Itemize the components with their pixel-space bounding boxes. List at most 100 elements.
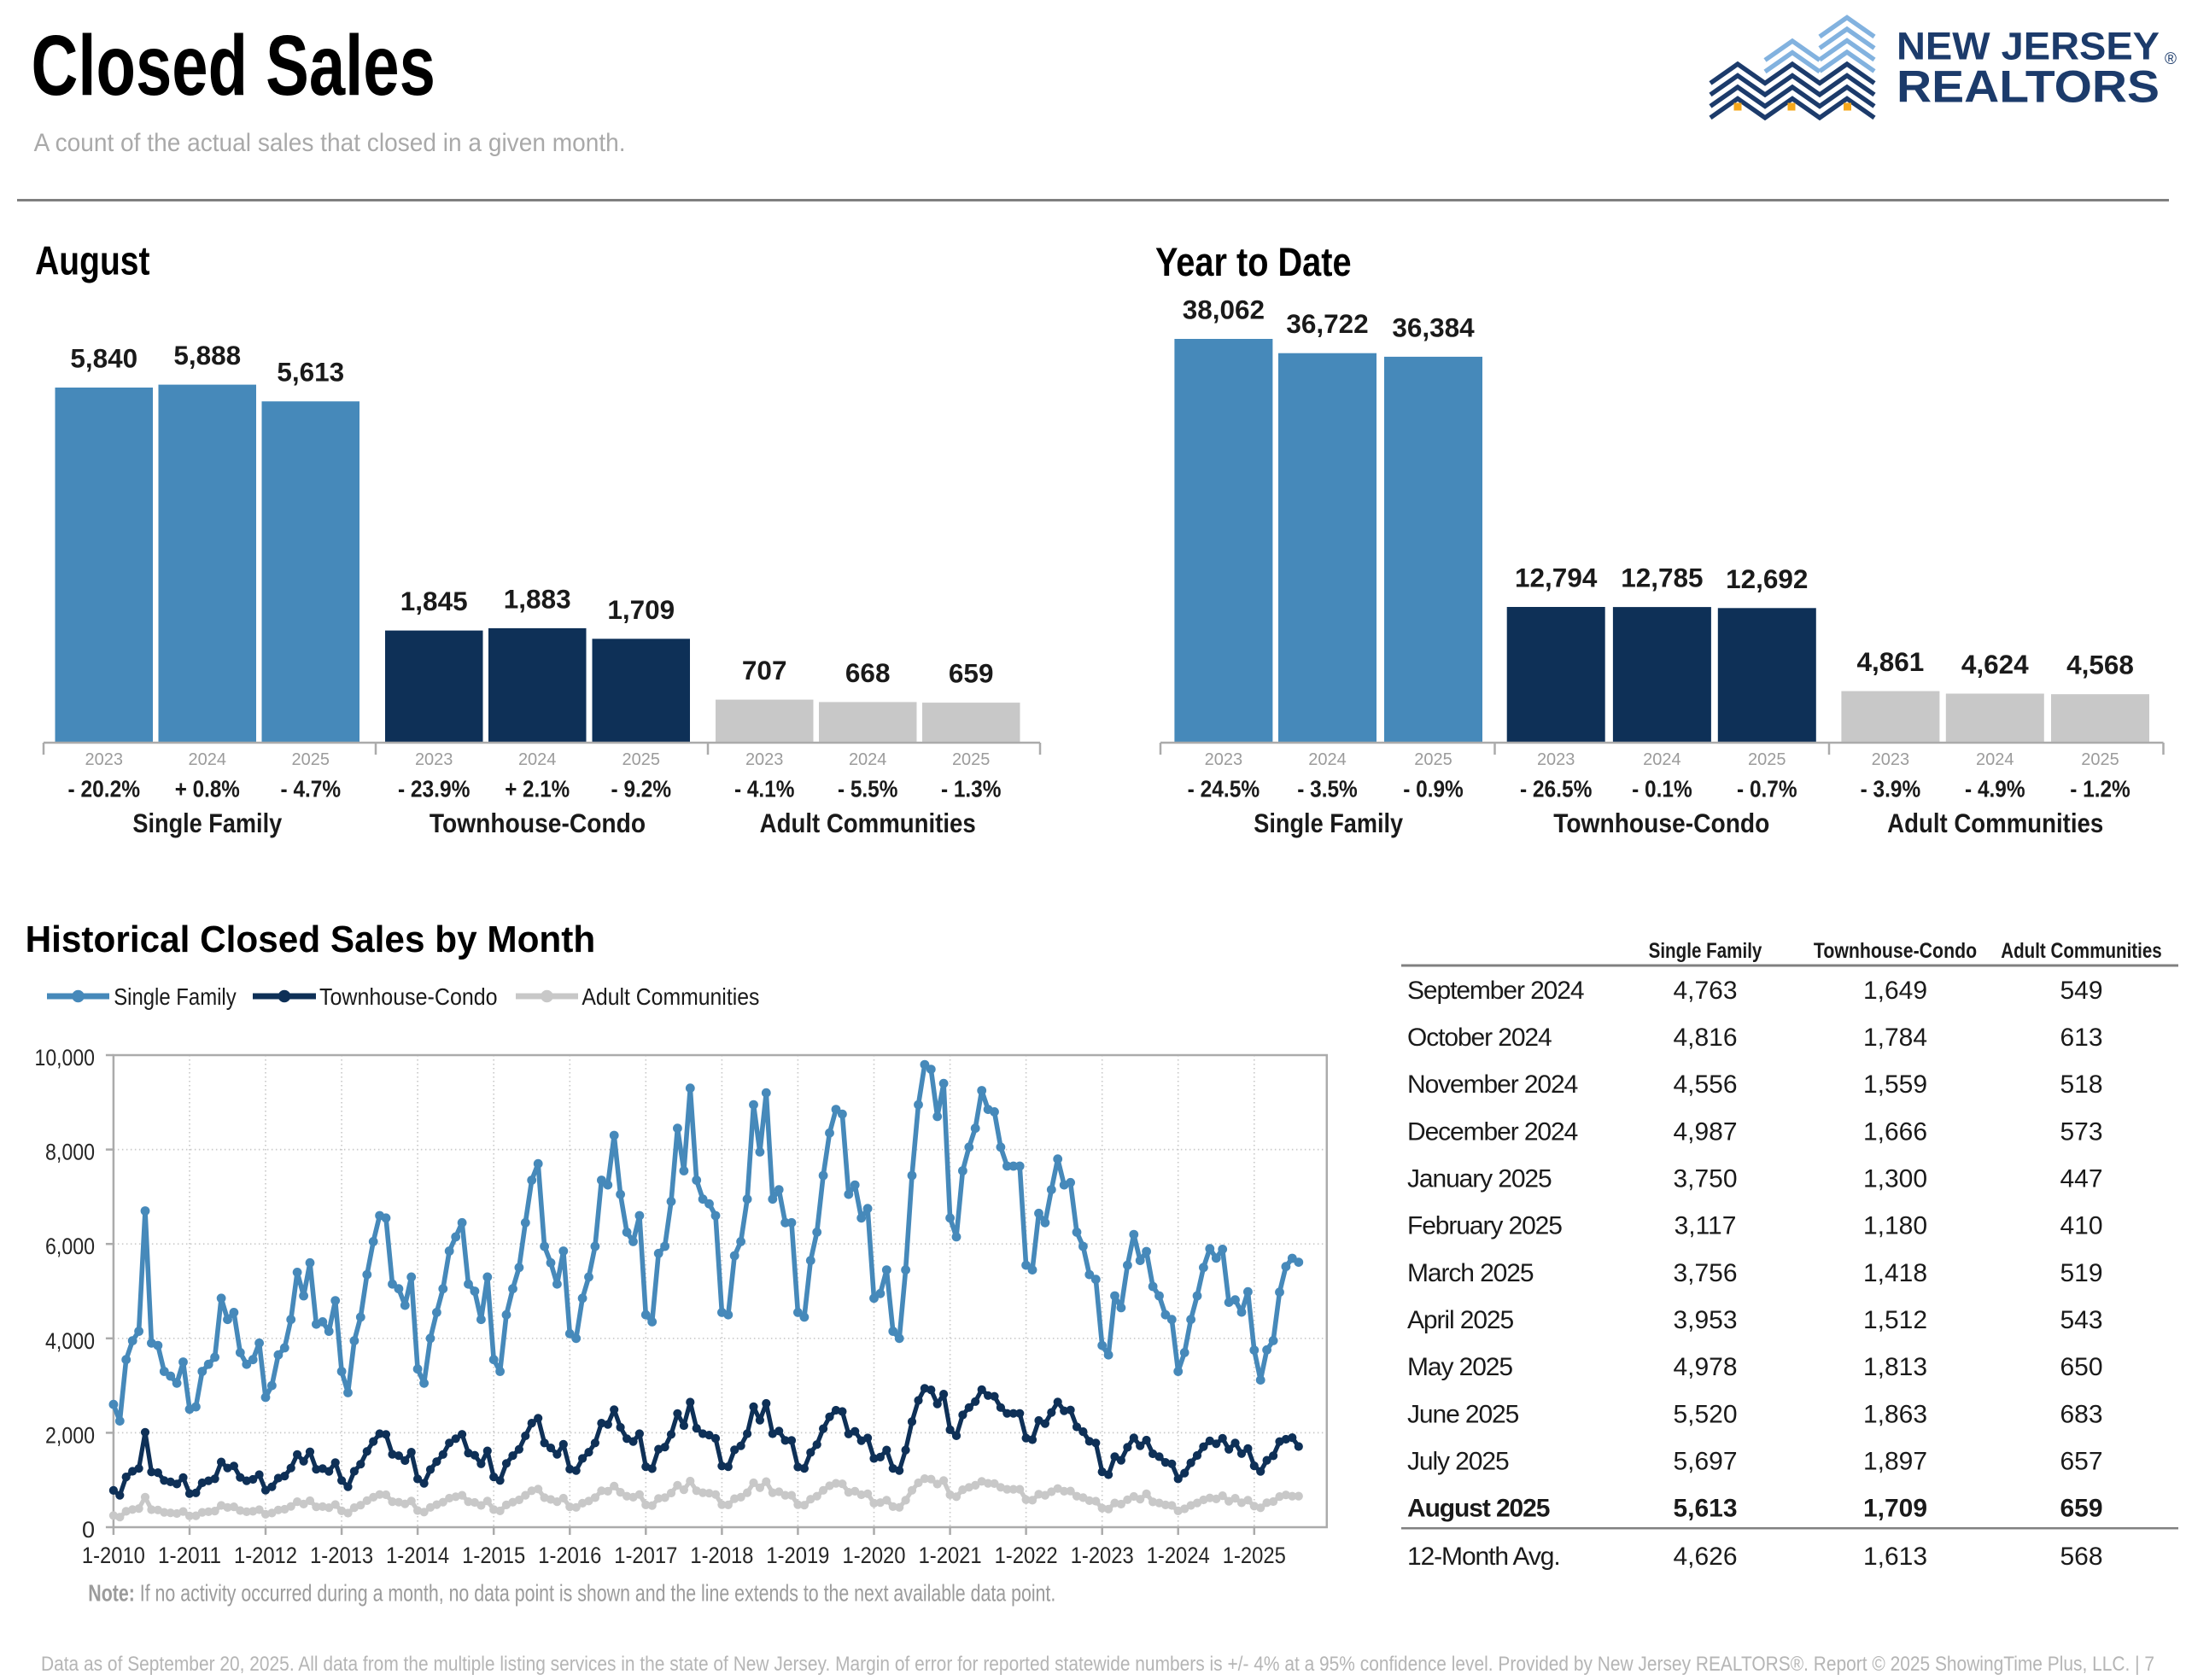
svg-text:1-2014: 1-2014 [386,1543,449,1568]
svg-text:1,649: 1,649 [1863,977,1927,1005]
svg-text:5,520: 5,520 [1673,1400,1737,1428]
svg-text:2024: 2024 [849,750,887,769]
svg-text:36,722: 36,722 [1286,308,1368,339]
svg-text:1-2010: 1-2010 [82,1543,145,1568]
svg-text:Closed Sales: Closed Sales [32,18,435,114]
svg-text:- 24.5%: - 24.5% [1188,776,1260,802]
svg-text:+ 0.8%: + 0.8% [175,776,240,802]
svg-text:2023: 2023 [1537,750,1575,769]
svg-text:July 2025: July 2025 [1407,1448,1509,1476]
svg-text:2025: 2025 [1414,750,1452,769]
svg-text:2023: 2023 [1872,750,1910,769]
svg-text:2025: 2025 [292,750,330,769]
svg-text:- 0.7%: - 0.7% [1737,776,1797,802]
svg-text:- 0.9%: - 0.9% [1403,776,1464,802]
svg-text:2025: 2025 [2081,750,2119,769]
svg-text:1,666: 1,666 [1863,1117,1927,1146]
svg-text:Note: If no activity occurred: Note: If no activity occurred during a m… [88,1580,1055,1607]
svg-text:2025: 2025 [952,750,991,769]
svg-text:2025: 2025 [1748,750,1786,769]
svg-text:4,556: 4,556 [1673,1070,1737,1099]
svg-text:August 2025: August 2025 [1407,1495,1550,1523]
svg-text:REALTORS: REALTORS [1897,61,2160,112]
svg-text:Historical Closed Sales by Mon: Historical Closed Sales by Month [26,919,596,960]
svg-text:2023: 2023 [415,750,453,769]
svg-text:A count of the actual sales th: A count of the actual sales that closed … [34,129,626,157]
svg-text:2023: 2023 [745,750,784,769]
svg-text:1-2012: 1-2012 [234,1543,297,1568]
svg-text:Townhouse-Condo: Townhouse-Condo [430,808,646,838]
svg-text:10,000: 10,000 [35,1045,96,1070]
svg-text:1,883: 1,883 [504,583,571,614]
svg-text:4,000: 4,000 [45,1328,95,1354]
svg-text:October 2024: October 2024 [1407,1024,1552,1052]
svg-text:3,756: 3,756 [1673,1259,1737,1287]
svg-text:2024: 2024 [1976,750,2014,769]
svg-text:3,117: 3,117 [1675,1212,1737,1240]
svg-text:549: 549 [2060,977,2102,1005]
svg-text:543: 543 [2060,1306,2102,1334]
svg-text:1,300: 1,300 [1863,1165,1927,1193]
svg-text:4,568: 4,568 [2066,650,2134,680]
svg-text:2023: 2023 [85,750,124,769]
svg-text:2025: 2025 [622,750,661,769]
svg-text:3,750: 3,750 [1673,1165,1737,1193]
svg-text:1-2021: 1-2021 [919,1543,982,1568]
svg-text:1-2023: 1-2023 [1071,1543,1134,1568]
svg-text:12,785: 12,785 [1621,563,1703,593]
svg-text:1,512: 1,512 [1863,1306,1927,1334]
svg-text:Townhouse-Condo: Townhouse-Condo [1814,939,1977,963]
svg-text:Single Family: Single Family [114,983,237,1010]
svg-text:- 3.5%: - 3.5% [1297,776,1358,802]
svg-text:1-2015: 1-2015 [462,1543,525,1568]
svg-text:659: 659 [949,658,994,689]
svg-text:- 4.1%: - 4.1% [734,776,795,802]
svg-text:5,697: 5,697 [1673,1448,1737,1476]
svg-text:657: 657 [2060,1448,2102,1476]
svg-text:Data as of September 20, 2025.: Data as of September 20, 2025. All data … [41,1653,2154,1676]
svg-text:Adult Communities: Adult Communities [2001,939,2162,963]
svg-text:518: 518 [2060,1070,2102,1099]
svg-text:36,384: 36,384 [1392,312,1475,342]
svg-text:5,613: 5,613 [277,357,344,388]
svg-text:1,709: 1,709 [607,594,675,625]
svg-text:- 26.5%: - 26.5% [1520,776,1593,802]
svg-text:1-2011: 1-2011 [158,1543,221,1568]
svg-text:- 20.2%: - 20.2% [68,776,141,802]
svg-text:Single Family: Single Family [1254,808,1403,838]
svg-text:1,784: 1,784 [1863,1024,1927,1052]
svg-text:1,813: 1,813 [1863,1353,1927,1381]
svg-text:- 0.1%: - 0.1% [1632,776,1692,802]
svg-text:5,613: 5,613 [1673,1495,1737,1523]
svg-text:613: 613 [2060,1024,2102,1052]
svg-text:573: 573 [2060,1117,2102,1146]
svg-text:2,000: 2,000 [45,1422,95,1448]
svg-text:5,888: 5,888 [173,340,241,370]
svg-text:4,987: 4,987 [1673,1117,1737,1146]
svg-text:3,953: 3,953 [1673,1306,1737,1334]
svg-text:1-2016: 1-2016 [538,1543,601,1568]
svg-text:December 2024: December 2024 [1407,1117,1578,1146]
svg-text:Townhouse-Condo: Townhouse-Condo [1553,808,1769,838]
svg-text:4,626: 4,626 [1673,1543,1737,1571]
svg-text:1-2024: 1-2024 [1147,1543,1210,1568]
svg-text:- 4.9%: - 4.9% [1965,776,2025,802]
svg-text:1,845: 1,845 [400,586,468,616]
svg-text:1,709: 1,709 [1863,1495,1927,1523]
svg-text:- 5.5%: - 5.5% [838,776,898,802]
svg-text:4,861: 4,861 [1856,646,1924,677]
svg-text:568: 568 [2060,1543,2102,1571]
svg-text:- 9.2%: - 9.2% [611,776,672,802]
svg-text:2023: 2023 [1205,750,1243,769]
svg-text:- 1.3%: - 1.3% [941,776,1002,802]
svg-text:®: ® [2165,50,2177,68]
svg-text:683: 683 [2060,1400,2102,1428]
svg-text:12,794: 12,794 [1515,563,1598,593]
svg-text:668: 668 [845,657,891,688]
svg-text:- 3.9%: - 3.9% [1861,776,1921,802]
svg-text:4,763: 4,763 [1673,977,1737,1005]
svg-text:June 2025: June 2025 [1407,1400,1519,1428]
svg-text:May 2025: May 2025 [1407,1353,1512,1381]
svg-text:6,000: 6,000 [45,1234,95,1259]
svg-text:August: August [35,237,150,283]
